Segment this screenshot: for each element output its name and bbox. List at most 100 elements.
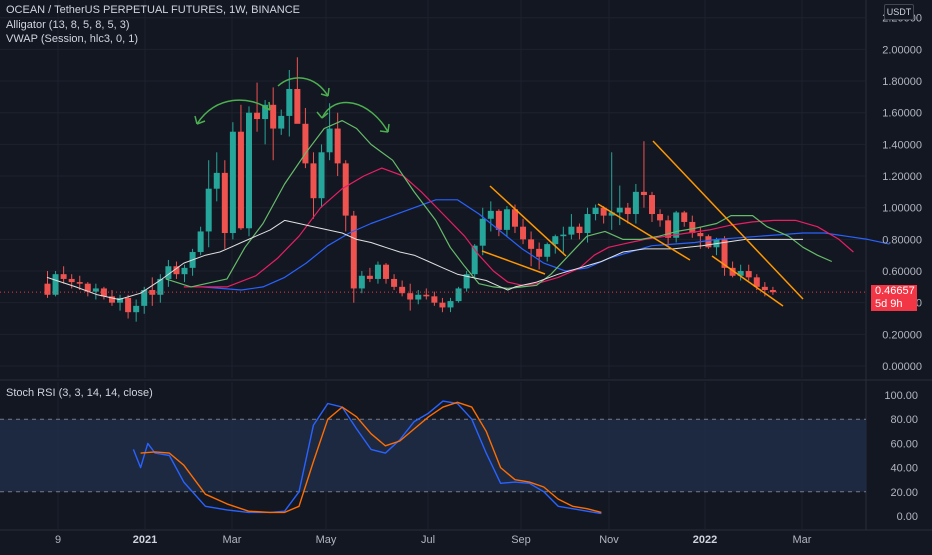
stoch-k-line bbox=[132, 400, 602, 515]
candle-body bbox=[592, 207, 599, 215]
candle-body bbox=[92, 288, 99, 292]
symbol-legend[interactable]: OCEAN / TetherUS PERPETUAL FUTURES, 1W, … bbox=[6, 4, 300, 16]
candle-body bbox=[117, 297, 124, 303]
alligator-label: Alligator (13, 8, 5, 8, 5, 3) bbox=[6, 19, 130, 31]
time-tick-label: 9 bbox=[55, 534, 61, 546]
price-tick-label: 1.60000 bbox=[882, 108, 922, 120]
candle-body bbox=[310, 163, 317, 199]
price-tick-label: 0.00000 bbox=[882, 361, 922, 373]
candle-body bbox=[84, 283, 91, 292]
candle-body bbox=[221, 172, 228, 234]
candle-body bbox=[133, 305, 140, 313]
stoch-tick-label: 100.00 bbox=[884, 390, 918, 402]
candle-body bbox=[745, 271, 752, 278]
stoch-legend[interactable]: Stoch RSI (3, 3, 14, 14, close) bbox=[6, 387, 153, 399]
candle-body bbox=[568, 226, 575, 235]
candle-body bbox=[318, 152, 325, 199]
price-tick-label: 1.40000 bbox=[882, 139, 922, 151]
candle-body bbox=[229, 131, 236, 234]
candle-body bbox=[511, 209, 518, 227]
candle-body bbox=[705, 236, 712, 248]
candle-body bbox=[544, 244, 551, 257]
price-axis[interactable]: 0.000000.200000.400000.600000.800001.000… bbox=[882, 13, 922, 373]
candle-body bbox=[415, 294, 422, 300]
price-tick-label: 0.80000 bbox=[882, 234, 922, 246]
candle-body bbox=[423, 294, 430, 297]
candle-body bbox=[737, 271, 744, 276]
candle-body bbox=[334, 128, 341, 164]
candle-body bbox=[721, 239, 728, 268]
candle-body bbox=[665, 220, 672, 238]
time-tick-label: Mar bbox=[223, 534, 242, 546]
trendline bbox=[652, 140, 804, 300]
candle-body bbox=[165, 266, 172, 279]
candle-body bbox=[383, 264, 390, 279]
candle-body bbox=[640, 191, 647, 196]
candle-body bbox=[761, 286, 768, 291]
candle-body bbox=[237, 131, 244, 229]
price-tick-label: 0.60000 bbox=[882, 266, 922, 278]
candle-body bbox=[44, 283, 51, 295]
time-tick-label: 2021 bbox=[133, 534, 157, 546]
time-tick-label: Nov bbox=[599, 534, 619, 546]
time-tick-label: Mar bbox=[793, 534, 812, 546]
candle-body bbox=[697, 233, 704, 237]
price-tick-label: 2.00000 bbox=[882, 44, 922, 56]
time-axis[interactable]: 9 2021 Mar May Jul Sep Nov 2022 Mar bbox=[55, 534, 812, 546]
price-tick-label: 0.20000 bbox=[882, 329, 922, 341]
current-price-value: 0.46657 bbox=[875, 285, 915, 297]
time-tick-label: Sep bbox=[511, 534, 531, 546]
vwap-label: VWAP (Session, hlc3, 0, 1) bbox=[6, 33, 139, 45]
candle-body bbox=[350, 215, 357, 289]
candle-body bbox=[302, 123, 309, 164]
alligator-legend[interactable]: Alligator (13, 8, 5, 8, 5, 3) bbox=[6, 19, 130, 31]
candle-body bbox=[503, 209, 510, 230]
arrow-head bbox=[379, 123, 390, 133]
candle-body bbox=[278, 115, 285, 129]
candle-body bbox=[608, 212, 615, 216]
price-tick-label: 1.00000 bbox=[882, 203, 922, 215]
time-tick-label: Jul bbox=[421, 534, 435, 546]
drawings[interactable] bbox=[194, 77, 804, 307]
currency-badge[interactable]: USDT bbox=[884, 4, 914, 20]
vwap-legend[interactable]: VWAP (Session, hlc3, 0, 1) bbox=[6, 33, 138, 45]
candle-body bbox=[358, 275, 365, 289]
candle-body bbox=[632, 191, 639, 215]
arrow-head bbox=[262, 101, 271, 111]
hand-drawn-arrow bbox=[321, 101, 389, 133]
time-tick-label: 2022 bbox=[693, 534, 717, 546]
candle-body bbox=[560, 234, 567, 237]
candle-body bbox=[157, 278, 164, 295]
bar-countdown: 5d 9h bbox=[875, 298, 903, 310]
candle-body bbox=[173, 266, 180, 275]
candle-body bbox=[455, 288, 462, 302]
candle-body bbox=[520, 226, 527, 240]
stoch-tick-label: 80.00 bbox=[890, 414, 918, 426]
candle-body bbox=[447, 301, 454, 308]
trendline bbox=[711, 255, 784, 307]
candle-body bbox=[689, 221, 696, 234]
candle-body bbox=[205, 188, 212, 232]
candle-body bbox=[681, 212, 688, 222]
candle-body bbox=[366, 275, 373, 279]
candle-body bbox=[68, 278, 75, 283]
candle-body bbox=[52, 274, 59, 295]
vwap-line bbox=[46, 219, 803, 300]
stoch-tick-label: 40.00 bbox=[890, 463, 918, 475]
current-price-label: 0.46657 5d 9h bbox=[871, 285, 917, 311]
candle-body bbox=[584, 214, 591, 234]
candle-body bbox=[374, 264, 381, 279]
trendline bbox=[597, 203, 691, 261]
candle-body bbox=[262, 104, 269, 120]
candle-body bbox=[399, 286, 406, 294]
symbol-title: OCEAN / TetherUS PERPETUAL FUTURES, 1W, … bbox=[6, 4, 301, 16]
candle-body bbox=[463, 274, 470, 289]
stoch-tick-label: 20.00 bbox=[890, 487, 918, 499]
candle-body bbox=[649, 195, 655, 215]
stoch-tick-label: 60.00 bbox=[890, 438, 918, 450]
stoch-axis[interactable]: 0.00 20.00 40.00 60.00 80.00 100.00 bbox=[884, 390, 918, 523]
candle-body bbox=[753, 277, 760, 287]
stoch-tick-label: 0.00 bbox=[897, 511, 918, 523]
candle-body bbox=[76, 282, 83, 284]
